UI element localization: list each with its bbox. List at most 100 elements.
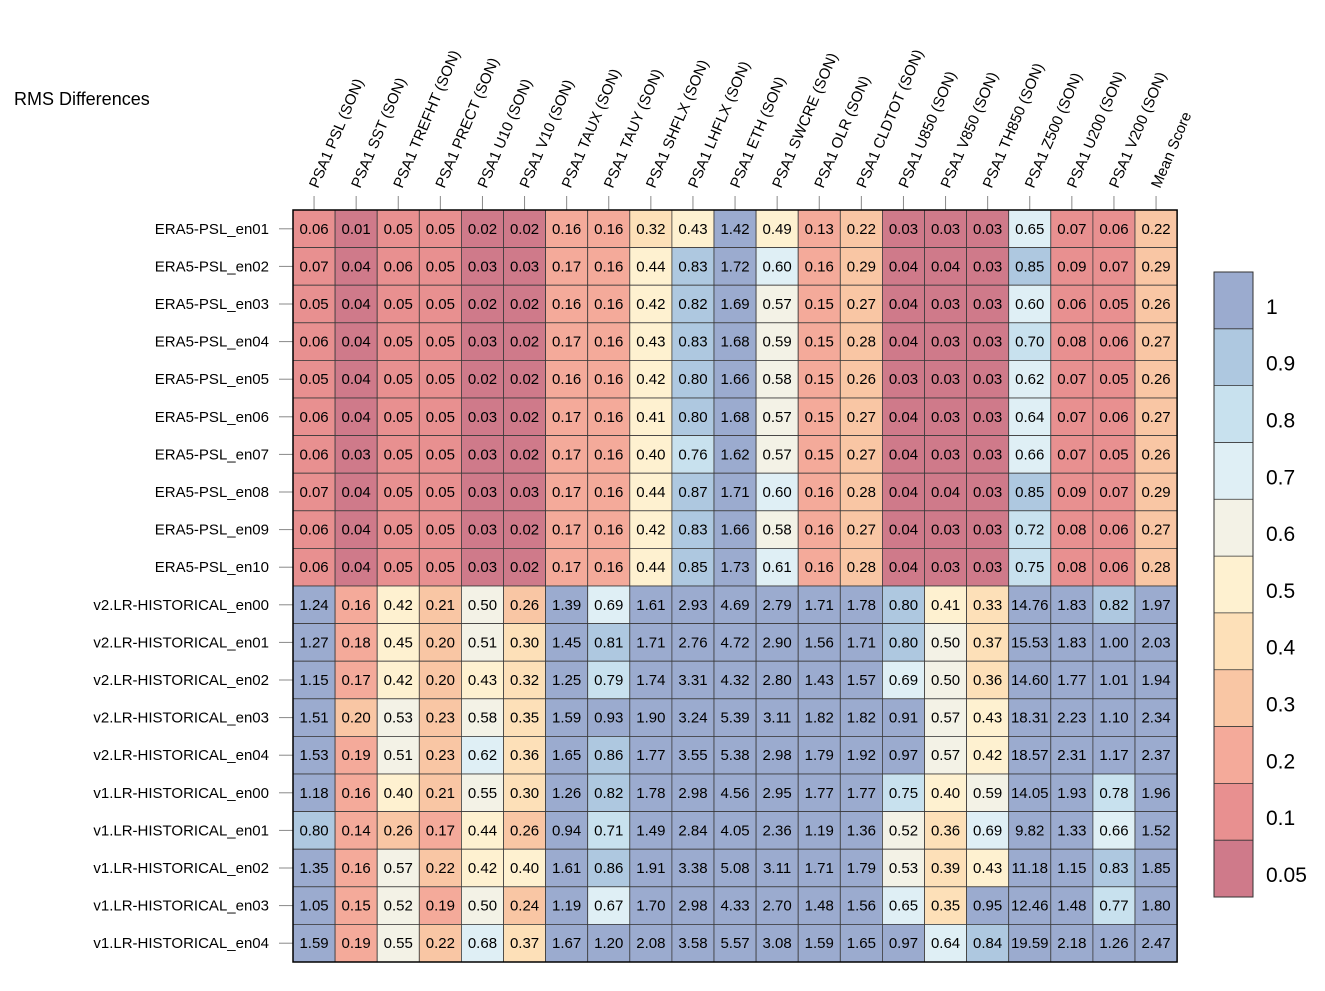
cell-value: 3.31 [678,672,707,689]
heatmap-cell [545,848,589,888]
heatmap-cell [797,247,841,286]
cell-value: 0.79 [594,672,623,689]
cell-value: 1.59 [299,935,328,952]
heatmap-cell [882,924,925,963]
cell-value: 2.76 [678,634,707,651]
colorbar-label: 0.9 [1266,353,1295,376]
heatmap-cell [966,472,1010,512]
heatmap-cell [1134,209,1178,248]
cell-value: 0.05 [384,334,413,351]
cell-value: 0.59 [973,785,1002,802]
heatmap-cell [503,886,546,925]
cell-value: 1.56 [805,634,834,651]
heatmap-cells: 0.06 0.01 0.05 0.05 0.02 0.02 0.16 0.16 0.32 0.43… [292,209,1178,963]
heatmap-cell [1134,322,1178,361]
cell-value: 1.49 [636,822,665,839]
cell-value: 3.08 [763,935,792,952]
colorbar-label: 0.8 [1266,409,1295,432]
cell-value: 0.05 [426,221,455,238]
cell-value: 0.93 [594,710,623,727]
heatmap-cell [1134,585,1178,624]
cell-value: 0.02 [468,221,497,238]
cell-value: 0.05 [384,446,413,463]
cell-value: 0.44 [636,559,665,576]
cell-value: 0.43 [636,334,665,351]
cell-value: 0.04 [931,484,960,501]
heatmap-cell [882,773,925,812]
cell-value: 0.04 [889,559,918,576]
heatmap-cell [587,811,631,850]
cell-value: 0.03 [468,334,497,351]
cell-value: 15.53 [1011,634,1049,651]
heatmap-cell [924,397,967,436]
cell-value: 0.04 [342,484,371,501]
heatmap-cell [376,548,420,587]
cell-value: 0.42 [384,672,413,689]
heatmap-cell [376,811,420,850]
heatmap-cell [334,811,378,850]
cell-value: 4.56 [720,785,749,802]
cell-value: 0.04 [889,522,918,539]
heatmap-cell [797,585,841,624]
cell-value: 1.15 [299,672,328,689]
heatmap-cell [376,848,420,888]
cell-value: 0.03 [889,371,918,388]
colorbar-label: 0.1 [1266,807,1295,830]
heatmap-cell [924,284,967,324]
cell-value: 0.64 [931,935,960,952]
cell-value: 0.27 [847,409,876,426]
heatmap-cell [1050,209,1094,248]
row-label: ERA5-PSL_en03 [155,296,269,313]
cell-value: 0.16 [594,296,623,313]
heatmap-cell [1008,698,1052,737]
cell-value: 0.06 [299,559,328,576]
cell-value: 0.05 [426,296,455,313]
cell-value: 5.57 [720,935,749,952]
row-labels: ERA5-PSL_en01 ERA5-PSL_en02 ERA5-PSL_en03 E… [93,221,293,952]
cell-value: 0.02 [510,221,539,238]
cell-value: 0.03 [468,522,497,539]
cell-value: 2.37 [1141,747,1170,764]
heatmap-cell [545,623,589,662]
colorbar-label: 0.4 [1266,637,1296,660]
cell-value: 0.21 [426,597,455,614]
cell-value: 0.44 [636,258,665,275]
cell-value: 0.02 [468,371,497,388]
heatmap-cell [671,585,715,624]
cell-value: 0.04 [342,559,371,576]
colorbar-label: 0.5 [1266,580,1295,603]
cell-value: 0.17 [342,672,371,689]
cell-value: 0.03 [468,559,497,576]
cell-value: 0.27 [1141,409,1170,426]
heatmap-cell [334,623,378,662]
cell-value: 1.61 [636,597,665,614]
cell-value: 0.03 [468,258,497,275]
cell-value: 0.20 [426,672,455,689]
heatmap-cell [1092,886,1136,925]
cell-value: 1.78 [636,785,665,802]
heatmap-cell [587,623,631,662]
cell-value: 0.06 [1099,334,1128,351]
cell-value: 0.16 [552,296,581,313]
cell-value: 0.20 [342,710,371,727]
cell-value: 0.03 [931,446,960,463]
heatmap-frame [292,209,1178,963]
cell-value: 0.03 [973,559,1002,576]
cell-value: 3.58 [678,935,707,952]
cell-value: 0.72 [1015,522,1044,539]
cell-value: 0.36 [510,747,539,764]
cell-value: 0.36 [931,822,960,839]
cell-value: 2.47 [1141,935,1170,952]
cell-value: 1.65 [847,935,876,952]
cell-value: 0.80 [889,597,918,614]
heatmap-cell [292,359,336,399]
heatmap-cell [713,924,757,963]
row-label: ERA5-PSL_en06 [155,409,269,426]
cell-value: 0.42 [636,296,665,313]
cell-value: 0.32 [636,221,665,238]
heatmap-cell [629,472,673,512]
cell-value: 0.04 [342,522,371,539]
cell-value: 0.05 [384,221,413,238]
cell-value: 0.05 [1099,371,1128,388]
heatmap-cell [587,472,631,512]
